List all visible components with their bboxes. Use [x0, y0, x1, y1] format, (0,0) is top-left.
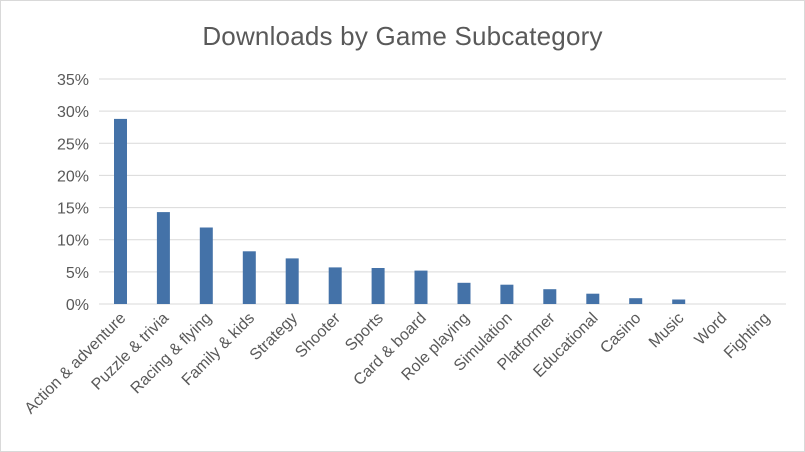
bar-music — [672, 299, 686, 304]
bar-shooter — [328, 267, 342, 304]
x-category-label-music: Music — [646, 310, 688, 352]
bars — [114, 118, 686, 305]
bar-puzzle-and-trivia — [156, 212, 170, 304]
bar-simulation — [500, 284, 514, 304]
bar-racing-and-flying — [199, 227, 213, 304]
chart-title: Downloads by Game Subcategory — [202, 21, 603, 51]
x-category-label-fighting: Fighting — [721, 310, 773, 362]
y-tick-label-30: 30% — [57, 104, 89, 121]
bar-sports — [371, 268, 385, 304]
gridlines — [99, 78, 786, 305]
x-category-label-strategy: Strategy — [247, 310, 301, 364]
x-category-label-word: Word — [692, 310, 731, 349]
bar-family-and-kids — [242, 251, 256, 304]
bar-role-playing — [457, 282, 471, 304]
y-tick-label-15: 15% — [57, 201, 89, 218]
bar-action-and-adventure — [114, 118, 127, 305]
bar-card-and-board — [414, 270, 428, 304]
y-tick-label-5: 5% — [66, 265, 89, 282]
bar-platformer — [543, 289, 557, 304]
x-category-label-casino: Casino — [597, 310, 644, 357]
bar-educational — [586, 293, 600, 304]
x-category-label-puzzle-and-trivia: Puzzle & trivia — [89, 310, 173, 394]
y-tick-label-0: 0% — [66, 297, 89, 314]
bar-strategy — [285, 258, 299, 304]
y-tick-label-20: 20% — [57, 168, 89, 185]
y-tick-label-25: 25% — [57, 136, 89, 153]
bar-casino — [629, 298, 643, 304]
x-category-label-shooter: Shooter — [292, 309, 344, 361]
y-tick-label-10: 10% — [57, 233, 89, 250]
y-axis-tick-labels: 0% 5% 10% 15% 20% 25% 30% 35% — [57, 72, 89, 314]
y-tick-label-35: 35% — [57, 72, 89, 89]
